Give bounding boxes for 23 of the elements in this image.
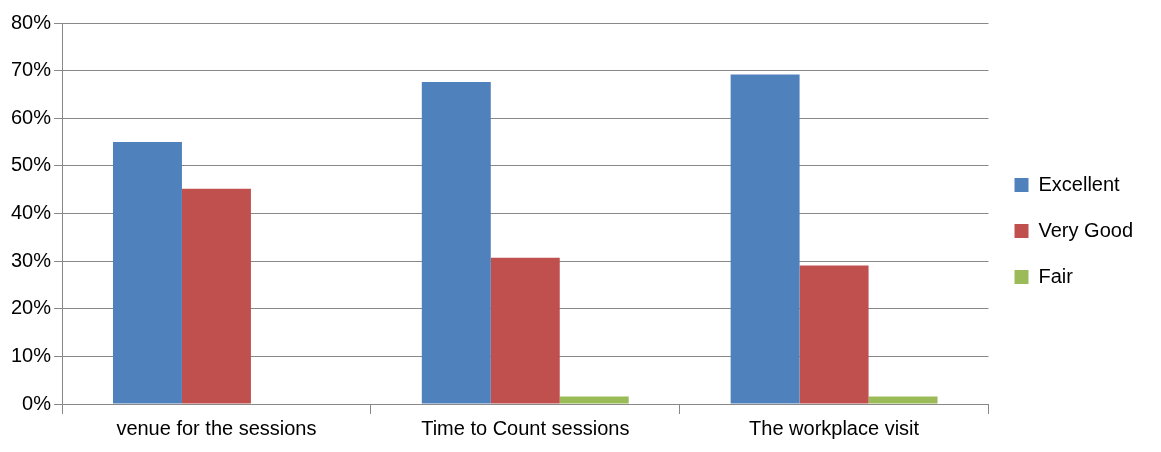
y-tick-label: 30% [11, 248, 52, 271]
y-tick-label: 60% [11, 105, 52, 128]
y-tick-label: 80% [11, 10, 52, 33]
y-tick-label: 70% [11, 58, 52, 81]
bar [421, 82, 491, 404]
y-tick-label: 10% [11, 343, 52, 366]
bar [559, 396, 629, 404]
legend-label: Excellent [1038, 172, 1121, 195]
x-tick-label: venue for the sessions [116, 416, 317, 439]
y-tick-label: 20% [11, 296, 52, 319]
bar [868, 396, 938, 404]
bar [490, 257, 560, 404]
y-tick-label: 40% [11, 201, 52, 224]
y-tick-label: 0% [22, 391, 52, 414]
legend-label: Very Good [1038, 218, 1134, 241]
y-tick-label: 50% [11, 153, 52, 176]
x-tick-label: Time to Count sessions [421, 416, 630, 439]
bar [112, 142, 182, 404]
bar [181, 188, 251, 404]
x-tick-label: The workplace visit [749, 416, 920, 439]
bar [730, 74, 800, 404]
bar [799, 265, 869, 404]
legend-label: Fair [1038, 264, 1074, 287]
